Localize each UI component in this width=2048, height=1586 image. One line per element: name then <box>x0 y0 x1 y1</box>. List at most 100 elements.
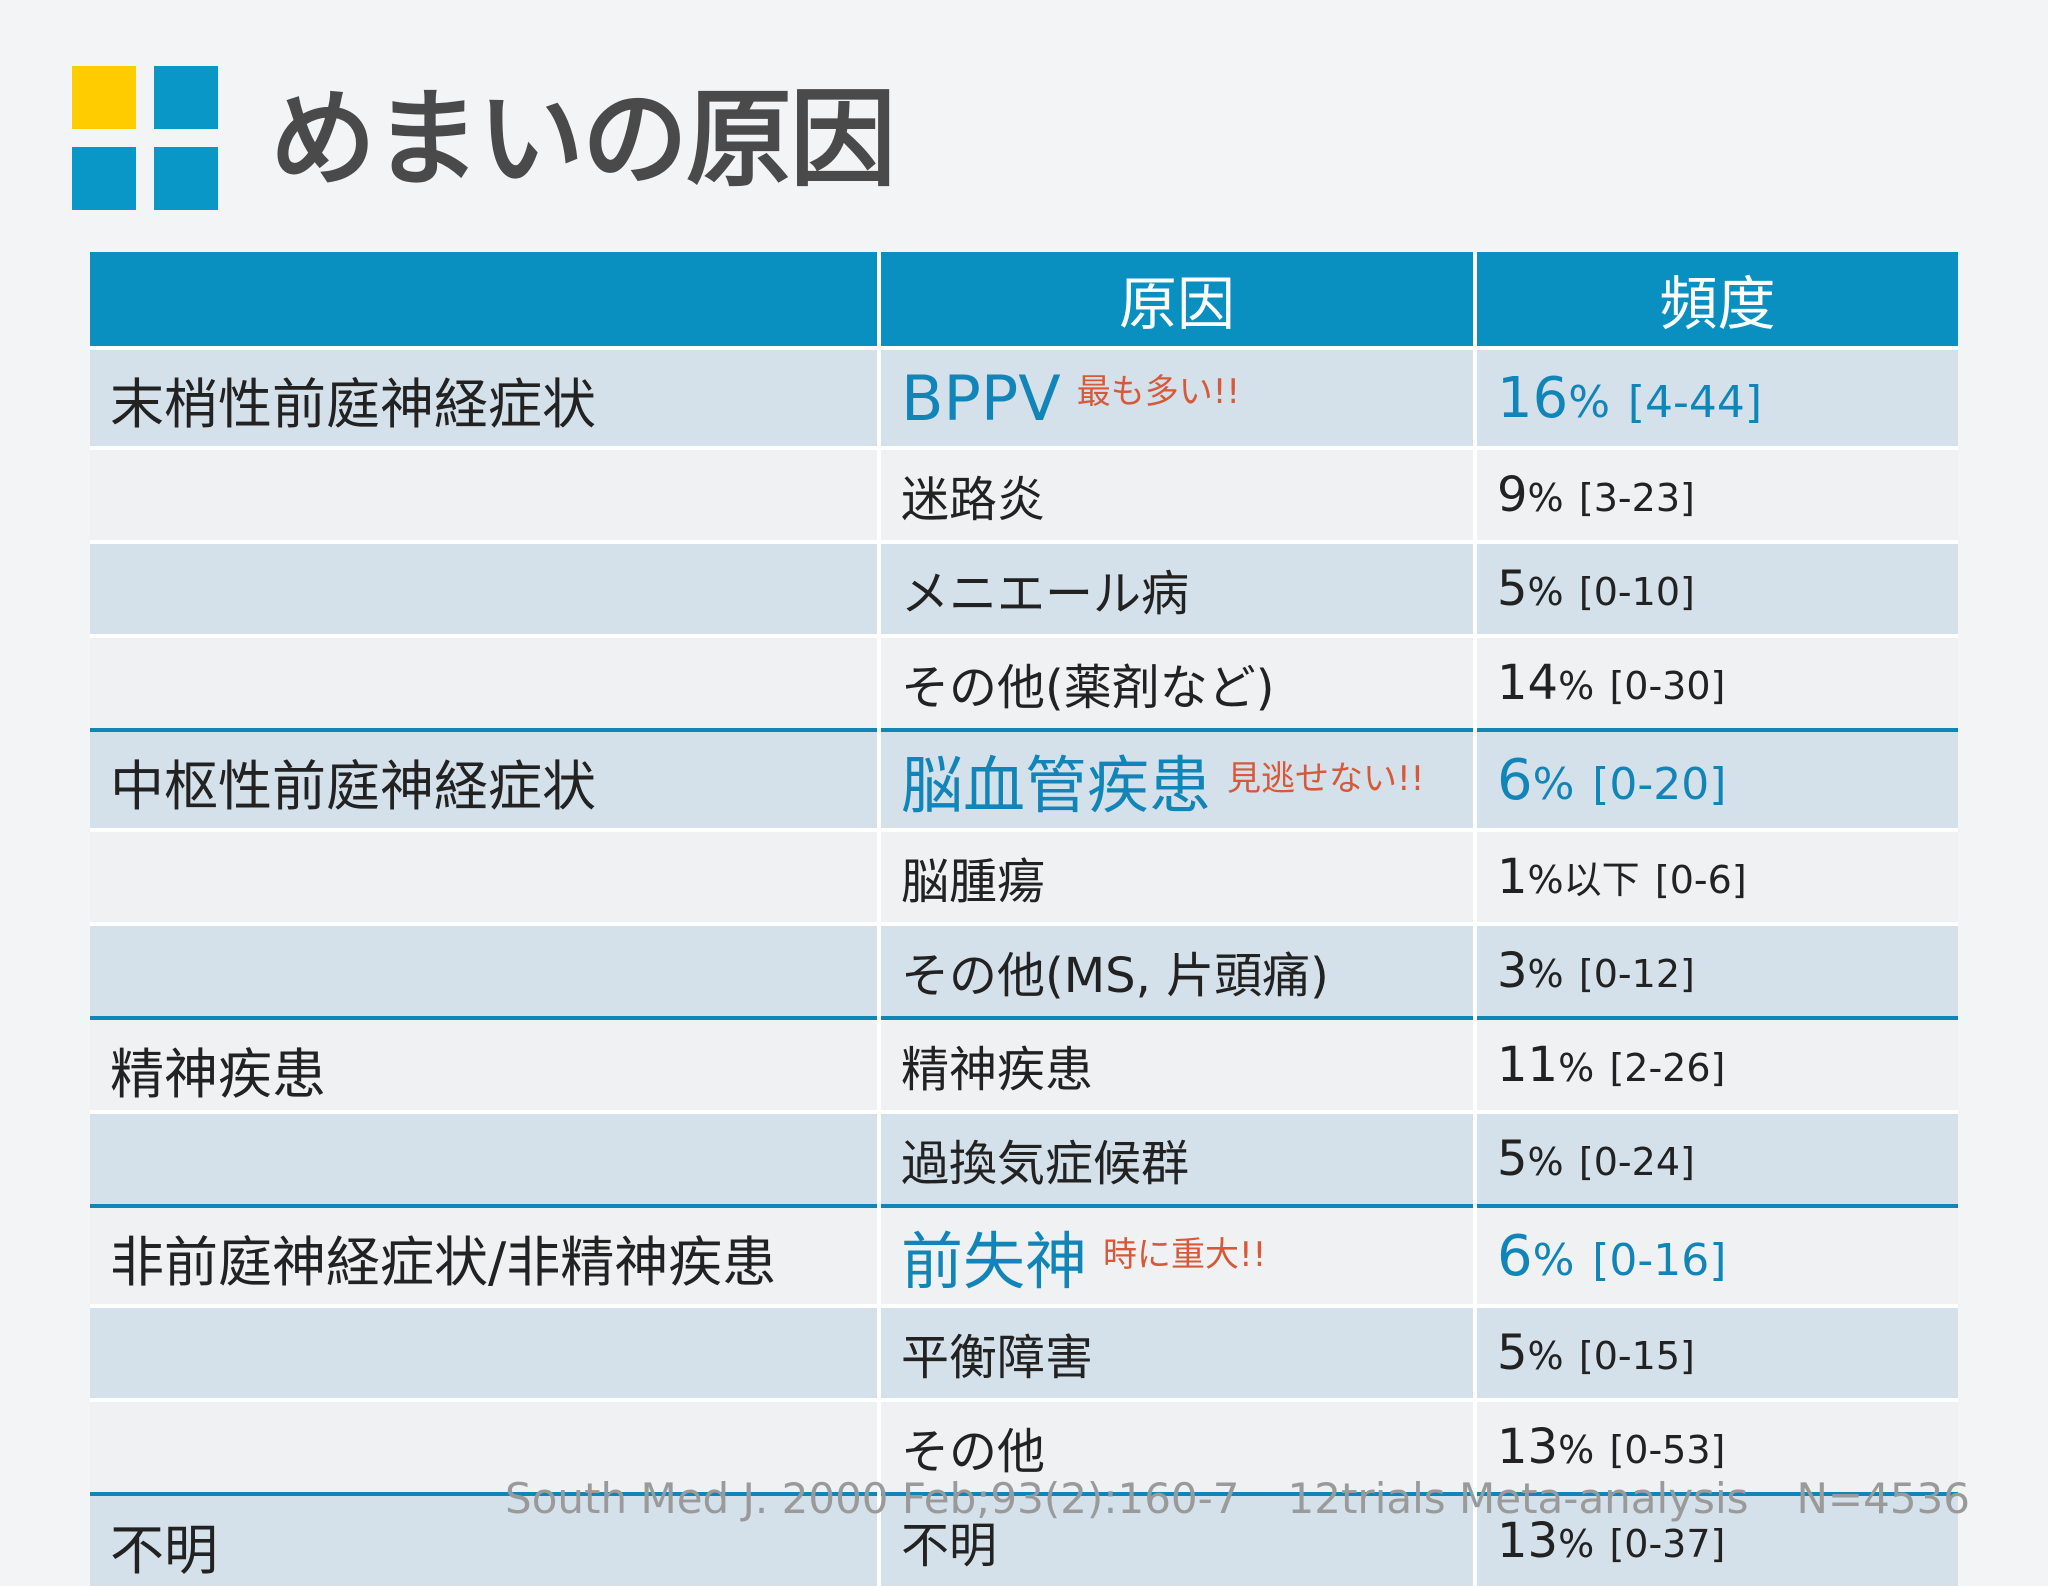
frequency-number: 6 <box>1497 1223 1533 1289</box>
frequency-unit: % <box>1532 758 1575 810</box>
cause-name: BPPV <box>901 361 1061 435</box>
frequency-range: [2-26] <box>1609 1046 1726 1090</box>
frequency-unit: % <box>1527 476 1564 520</box>
row-cause-cell: 平衡障害 <box>877 1304 1475 1400</box>
cause-note: 見逃せない!! <box>1227 759 1425 799</box>
frequency-range: [0-12] <box>1578 952 1695 996</box>
frequency-number: 5 <box>1497 561 1528 617</box>
cause-note: 最も多い!! <box>1076 371 1240 412</box>
frequency-range: [0-16] <box>1592 1234 1727 1286</box>
row-frequency-cell: 11% [2-26] <box>1473 1016 1958 1112</box>
frequency-value: 3% [0-12] <box>1497 943 1695 999</box>
logo-yellow-square <box>72 66 136 129</box>
cause-name: メニエール病 <box>901 566 1190 622</box>
row-cause-cell: その他(薬剤など) <box>877 634 1475 730</box>
table-row: 過換気症候群 5% [0-24] <box>90 1110 1958 1206</box>
cause-name: 脳血管疾患 <box>901 749 1212 822</box>
frequency-range: [0-53] <box>1609 1428 1726 1472</box>
cause-name: その他 <box>901 1424 1046 1480</box>
row-group-cell <box>90 922 879 1018</box>
table-header-row: 原因 頻度 <box>90 252 1958 348</box>
frequency-value: 13% [0-53] <box>1497 1419 1725 1475</box>
row-cause-cell: 脳腫瘍 <box>877 828 1475 924</box>
frequency-value: 5% [0-15] <box>1497 1325 1695 1381</box>
table-row: その他 13% [0-53] <box>90 1398 1958 1494</box>
row-frequency-cell: 9% [3-23] <box>1473 446 1958 542</box>
cause-name: 前失神 <box>901 1225 1088 1298</box>
frequency-number: 9 <box>1497 467 1528 523</box>
frequency-range: [0-6] <box>1654 858 1747 902</box>
frequency-range: [4-44] <box>1627 376 1763 428</box>
frequency-unit: % <box>1558 1522 1595 1566</box>
frequency-number: 14 <box>1497 655 1559 711</box>
cause-name: 平衡障害 <box>901 1330 1094 1386</box>
row-cause-cell: その他 <box>877 1398 1475 1494</box>
frequency-number: 13 <box>1497 1419 1559 1475</box>
table-row: その他(MS, 片頭痛) 3% [0-12] <box>90 922 1958 1018</box>
row-group-cell <box>90 1304 879 1400</box>
frequency-range: [0-15] <box>1578 1334 1695 1378</box>
logo-blue-square-bottom-right <box>154 147 218 210</box>
frequency-number: 16 <box>1497 365 1569 431</box>
cause-name: 過換気症候群 <box>901 1136 1190 1192</box>
row-cause-cell: BPPV 最も多い!! <box>877 346 1475 448</box>
frequency-unit: % <box>1527 570 1564 614</box>
frequency-range: [0-24] <box>1578 1140 1695 1184</box>
row-group-cell <box>90 540 879 636</box>
logo-blue-square-bottom-left <box>72 147 136 210</box>
header-frequency: 頻度 <box>1473 252 1958 348</box>
frequency-number: 11 <box>1497 1037 1559 1093</box>
table-row: 末梢性前庭神経症状 BPPV 最も多い!! 16% [4-44] <box>90 346 1958 448</box>
row-cause-cell: 迷路炎 <box>877 446 1475 542</box>
row-frequency-cell: 6% [0-20] <box>1473 728 1958 830</box>
frequency-unit: % <box>1558 1428 1595 1472</box>
frequency-range: [0-30] <box>1609 664 1726 708</box>
row-group-cell: 末梢性前庭神経症状 <box>90 346 879 448</box>
frequency-unit: % <box>1527 952 1564 996</box>
header-group <box>90 252 879 348</box>
row-frequency-cell: 13% [0-53] <box>1473 1398 1958 1494</box>
table-row: 平衡障害 5% [0-15] <box>90 1304 1958 1400</box>
frequency-value: 6% [0-20] <box>1497 748 1726 813</box>
row-cause-cell: 脳血管疾患 見逃せない!! <box>877 728 1475 830</box>
cause-name: 迷路炎 <box>901 472 1046 528</box>
cause-note: 時に重大!! <box>1103 1235 1267 1275</box>
vertigo-causes-table: 原因 頻度 末梢性前庭神経症状 BPPV 最も多い!! 16% [4-44] 迷路炎 9%… <box>90 252 1958 1586</box>
header-cause: 原因 <box>877 252 1475 348</box>
row-group-cell: 中枢性前庭神経症状 <box>90 728 879 830</box>
cause-name: 不明 <box>901 1518 998 1574</box>
frequency-number: 5 <box>1497 1325 1528 1381</box>
row-group-cell: 精神疾患 <box>90 1016 879 1112</box>
frequency-unit: %以下 <box>1527 858 1640 902</box>
row-group-cell <box>90 446 879 542</box>
cause-name: 精神疾患 <box>901 1042 1094 1098</box>
frequency-unit: % <box>1532 1234 1575 1286</box>
footer-sample-size: N=4536 <box>1796 1474 1971 1523</box>
slide-footer: South Med J. 2000 Feb;93(2):160-7 12tria… <box>505 1474 1971 1523</box>
table-row: 迷路炎 9% [3-23] <box>90 446 1958 542</box>
frequency-value: 1%以下 [0-6] <box>1497 849 1747 905</box>
frequency-number: 5 <box>1497 1131 1528 1187</box>
row-cause-cell: 精神疾患 <box>877 1016 1475 1112</box>
frequency-value: 6% [0-16] <box>1497 1224 1726 1289</box>
frequency-value: 5% [0-24] <box>1497 1131 1695 1187</box>
frequency-number: 1 <box>1497 849 1528 905</box>
row-frequency-cell: 5% [0-24] <box>1473 1110 1958 1206</box>
frequency-number: 3 <box>1497 943 1528 999</box>
frequency-value: 14% [0-30] <box>1497 655 1725 711</box>
row-frequency-cell: 16% [4-44] <box>1473 346 1958 448</box>
row-frequency-cell: 3% [0-12] <box>1473 922 1958 1018</box>
row-frequency-cell: 14% [0-30] <box>1473 634 1958 730</box>
frequency-unit: % <box>1558 1046 1595 1090</box>
frequency-unit: % <box>1527 1334 1564 1378</box>
row-frequency-cell: 1%以下 [0-6] <box>1473 828 1958 924</box>
footer-citation: South Med J. 2000 Feb;93(2):160-7 <box>505 1474 1240 1523</box>
logo-blue-square-top-right <box>154 66 218 129</box>
row-group-cell <box>90 634 879 730</box>
frequency-value: 16% [4-44] <box>1497 366 1762 431</box>
frequency-unit: % <box>1558 664 1595 708</box>
row-group-cell <box>90 1110 879 1206</box>
cause-name: その他(薬剤など) <box>901 660 1275 716</box>
footer-study-type: 12trials Meta-analysis <box>1287 1474 1749 1523</box>
frequency-value: 11% [2-26] <box>1497 1037 1725 1093</box>
